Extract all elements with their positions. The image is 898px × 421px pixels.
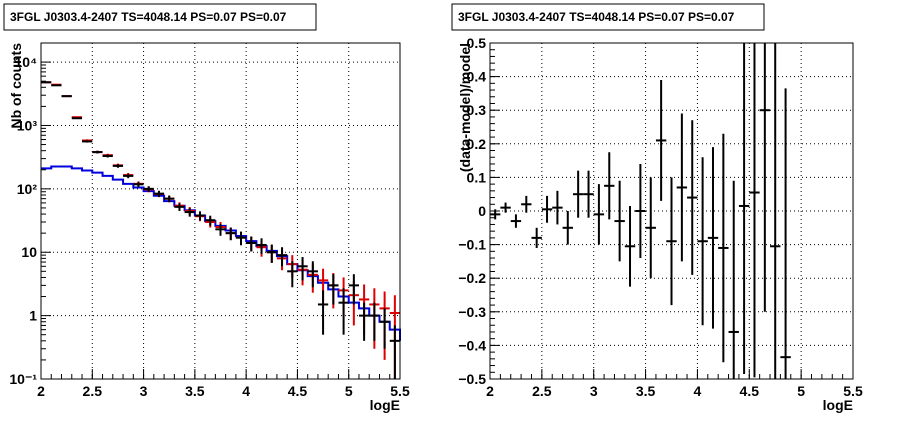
residuals-y-tick-label: 0 (478, 203, 486, 219)
residuals-y-tick-label: 0.4 (467, 69, 487, 85)
counts-y-tick-label: 10 (21, 244, 37, 260)
residuals-title: 3FGL J0303.4-2407 TS=4048.14 PS=0.07 PS=… (458, 10, 735, 24)
counts-title: 3FGL J0303.4-2407 TS=4048.14 PS=0.07 PS=… (10, 10, 287, 24)
residuals-x-tick-label: 5 (797, 383, 805, 399)
counts-x-tick-label: 4.5 (288, 383, 308, 399)
counts-x-axis-label: logE (370, 397, 400, 413)
residuals-title-box (451, 3, 765, 31)
counts-y-tick-label: 10⁴ (15, 54, 38, 70)
counts-x-tick-label: 3.5 (185, 383, 205, 399)
counts-x-tick-label: 4 (242, 383, 250, 399)
residuals-y-tick-label: 0.2 (467, 136, 487, 152)
counts-panel: 3FGL J0303.4-2407 TS=4048.14 PS=0.07 PS=… (3, 3, 410, 413)
residuals-x-tick-label: 2 (486, 383, 494, 399)
counts-x-tick-label: 2.5 (83, 383, 103, 399)
model-histogram-line (41, 165, 401, 341)
residuals-y-tick-label: −0.3 (458, 304, 486, 320)
residuals-y-tick-label: 0.1 (467, 169, 487, 185)
counts-y-axis-label: Nb of counts (8, 43, 24, 129)
counts-x-tick-label: 5 (345, 383, 353, 399)
residuals-panel: 3FGL J0303.4-2407 TS=4048.14 PS=0.07 PS=… (451, 3, 863, 413)
residuals-points (490, 43, 791, 379)
counts-x-tick-label: 3 (140, 383, 148, 399)
residuals-y-tick-label: −0.1 (458, 237, 486, 253)
counts-y-tick-label: 10³ (17, 117, 38, 133)
residuals-x-tick-label: 3.5 (636, 383, 656, 399)
counts-y-tick-label: 10² (17, 181, 38, 197)
counts-y-tick-label: 1 (29, 308, 37, 324)
counts-x-tick-label: 2 (37, 383, 45, 399)
residuals-x-axis-label: logE (823, 397, 853, 413)
counts-frame (40, 42, 401, 380)
residuals-x-tick-label: 2.5 (532, 383, 552, 399)
residuals-y-tick-label: 0.3 (467, 102, 487, 118)
counts-title-box (3, 3, 317, 31)
counts-axis-ticks: 2 2.5 3 3.5 4 4.5 5 5.5 10⁻¹ 1 10 10² 10³ 10⁴ (9, 42, 410, 399)
residuals-x-tick-label: 3 (590, 383, 598, 399)
residuals-axis-ticks: 2 2.5 3 3.5 4 4.5 5 5.5 −0.5 −0.4 −0.3 −0.2 −0.1 0 0.1… (458, 35, 863, 399)
residuals-grid (490, 43, 853, 379)
counts-y-tick-label: 10⁻¹ (9, 371, 37, 387)
counts-grid (41, 43, 400, 379)
residuals-y-axis-label: (data-model)/model (457, 43, 473, 172)
residuals-y-tick-label: −0.4 (458, 337, 486, 353)
residuals-x-tick-label: 4.5 (740, 383, 760, 399)
residuals-y-tick-label: −0.2 (458, 270, 486, 286)
residuals-y-tick-label: 0.5 (467, 35, 487, 51)
residuals-y-tick-label: −0.5 (458, 371, 486, 387)
counts-data-points (41, 81, 400, 379)
residuals-x-tick-label: 4 (694, 383, 702, 399)
residuals-x-tick-label: 5.5 (843, 383, 863, 399)
counts-x-tick-label: 5.5 (390, 383, 410, 399)
counts-model-histogram (41, 165, 401, 341)
